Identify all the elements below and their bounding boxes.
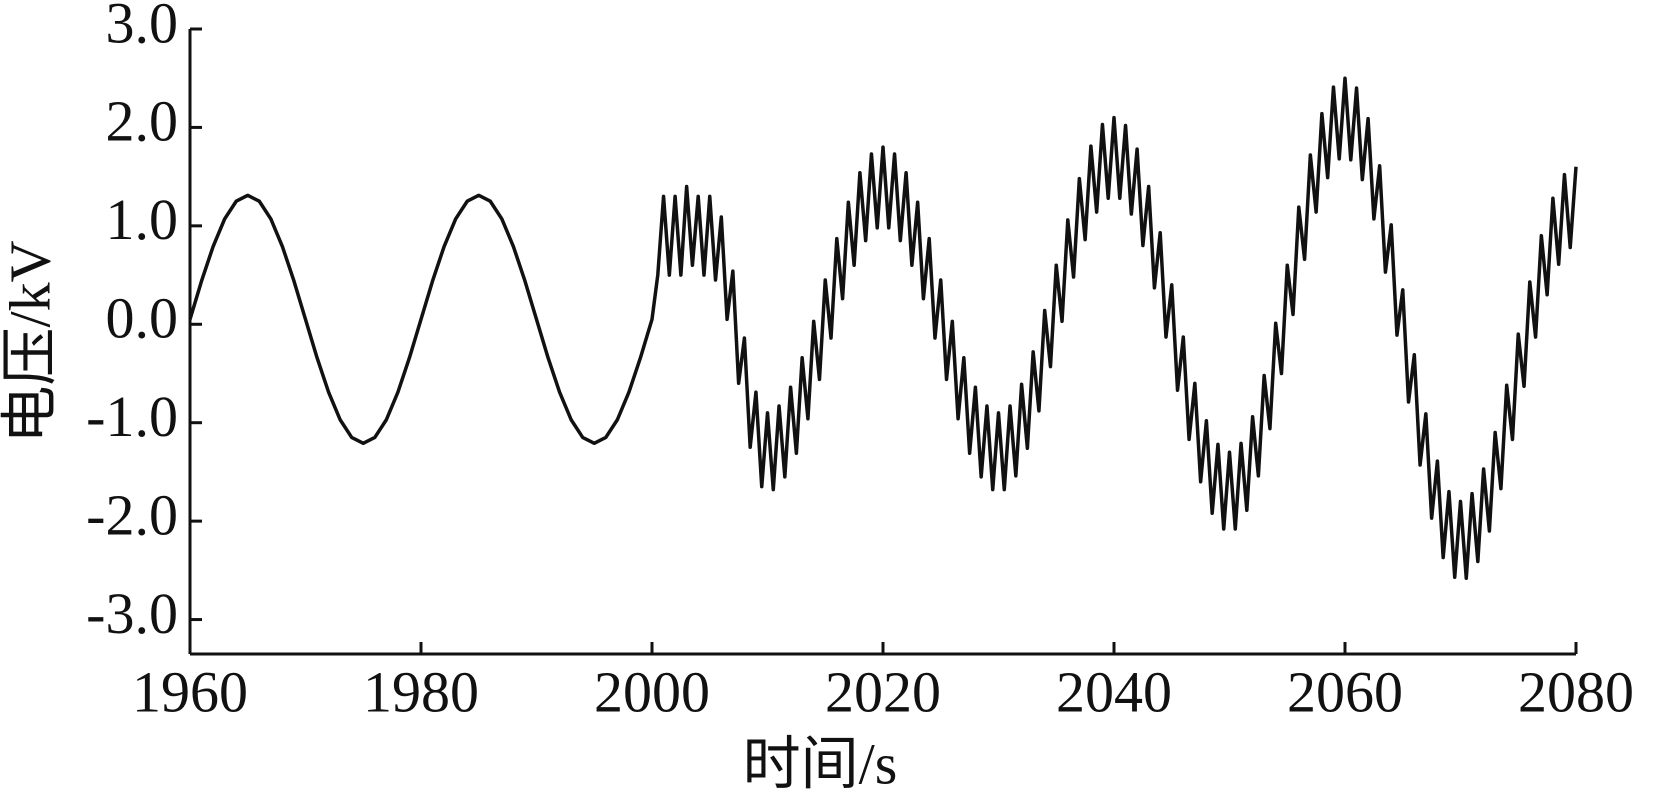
y-tick-label: -3.0 [86, 581, 178, 646]
voltage-line [188, 76, 1578, 580]
x-tick-label: 2080 [1518, 659, 1634, 724]
y-tick-label: -1.0 [86, 384, 178, 449]
y-tick-label: 2.0 [106, 89, 179, 154]
y-tick-label: -2.0 [86, 482, 178, 547]
y-tick-label: 1.0 [106, 187, 179, 252]
x-tick-label: 2060 [1287, 659, 1403, 724]
y-tick-label: 0.0 [106, 286, 179, 351]
y-tick-label: 3.0 [106, 0, 179, 55]
x-tick-label: 1980 [363, 659, 479, 724]
x-tick-label: 2040 [1056, 659, 1172, 724]
x-tick-label: 1960 [132, 659, 248, 724]
y-axis-label: 电压/kV [0, 240, 62, 443]
x-tick-label: 2020 [825, 659, 941, 724]
x-tick-label: 2000 [594, 659, 710, 724]
x-axis-label: 时间/s [743, 731, 898, 796]
